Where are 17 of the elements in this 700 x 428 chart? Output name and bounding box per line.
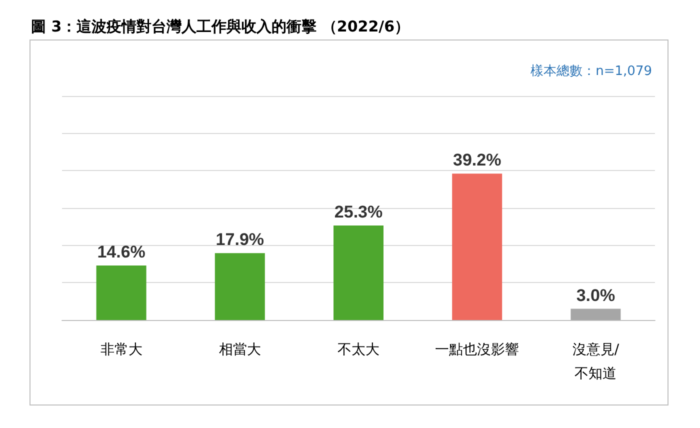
data-label: 14.6% — [97, 242, 146, 262]
chart-title: 圖 3：這波疫情對台灣人工作與收入的衝擊 （2022/6） — [31, 18, 410, 36]
x-tick-label: 沒意見/不知道 — [572, 342, 620, 382]
data-label: 3.0% — [576, 286, 616, 305]
bar — [452, 174, 502, 320]
text: 樣本總數：n=1,079 — [530, 64, 652, 79]
bar — [96, 265, 146, 320]
x-tick-label: 相當大 — [218, 342, 261, 358]
x-tick-label: 非常大 — [100, 342, 142, 358]
data-label: 17.9% — [216, 230, 264, 250]
x-tick-label: 一點也沒影響 — [435, 342, 520, 358]
data-label: 25.3% — [334, 202, 383, 222]
bar — [214, 253, 265, 320]
data-label: 39.2% — [453, 150, 502, 170]
bar — [334, 226, 384, 320]
bar — [570, 308, 621, 320]
x-tick-label: 不太大 — [338, 342, 380, 358]
